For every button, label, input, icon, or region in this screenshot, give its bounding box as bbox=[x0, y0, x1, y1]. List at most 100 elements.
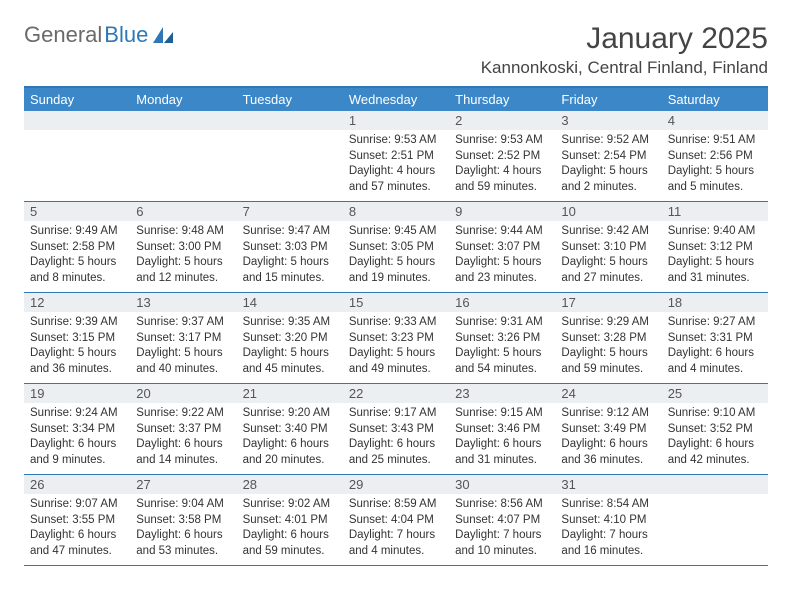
sunset-text: Sunset: 2:51 PM bbox=[349, 149, 443, 165]
daylight-text: Daylight: 6 hours and 31 minutes. bbox=[455, 437, 549, 468]
daylight-text: Daylight: 5 hours and 54 minutes. bbox=[455, 346, 549, 377]
sunrise-text: Sunrise: 9:39 AM bbox=[30, 315, 124, 331]
day-cell: 15Sunrise: 9:33 AMSunset: 3:23 PMDayligh… bbox=[343, 293, 449, 383]
day-cell: 30Sunrise: 8:56 AMSunset: 4:07 PMDayligh… bbox=[449, 475, 555, 565]
day-number: 15 bbox=[343, 293, 449, 312]
week-row: 26Sunrise: 9:07 AMSunset: 3:55 PMDayligh… bbox=[24, 475, 768, 566]
day-number: 26 bbox=[24, 475, 130, 494]
sunrise-text: Sunrise: 9:02 AM bbox=[243, 497, 337, 513]
month-title: January 2025 bbox=[481, 22, 768, 56]
sunrise-text: Sunrise: 9:37 AM bbox=[136, 315, 230, 331]
day-number: 29 bbox=[343, 475, 449, 494]
sunrise-text: Sunrise: 9:53 AM bbox=[455, 133, 549, 149]
sunset-text: Sunset: 3:20 PM bbox=[243, 331, 337, 347]
day-number: 12 bbox=[24, 293, 130, 312]
sunrise-text: Sunrise: 9:22 AM bbox=[136, 406, 230, 422]
day-number: 10 bbox=[555, 202, 661, 221]
day-number: 14 bbox=[237, 293, 343, 312]
day-cell: 1Sunrise: 9:53 AMSunset: 2:51 PMDaylight… bbox=[343, 111, 449, 201]
sunset-text: Sunset: 3:40 PM bbox=[243, 422, 337, 438]
weekday-header: Saturday bbox=[662, 88, 768, 111]
daylight-text: Daylight: 5 hours and 27 minutes. bbox=[561, 255, 655, 286]
sunrise-text: Sunrise: 9:47 AM bbox=[243, 224, 337, 240]
sunrise-text: Sunrise: 8:59 AM bbox=[349, 497, 443, 513]
day-cell: 23Sunrise: 9:15 AMSunset: 3:46 PMDayligh… bbox=[449, 384, 555, 474]
daylight-text: Daylight: 5 hours and 40 minutes. bbox=[136, 346, 230, 377]
daylight-text: Daylight: 5 hours and 49 minutes. bbox=[349, 346, 443, 377]
sunrise-text: Sunrise: 8:56 AM bbox=[455, 497, 549, 513]
day-details: Sunrise: 9:37 AMSunset: 3:17 PMDaylight:… bbox=[130, 312, 236, 383]
day-number: 5 bbox=[24, 202, 130, 221]
sunset-text: Sunset: 4:04 PM bbox=[349, 513, 443, 529]
sunrise-text: Sunrise: 9:53 AM bbox=[349, 133, 443, 149]
day-details bbox=[662, 494, 768, 503]
daylight-text: Daylight: 7 hours and 16 minutes. bbox=[561, 528, 655, 559]
sunset-text: Sunset: 3:31 PM bbox=[668, 331, 762, 347]
sunset-text: Sunset: 3:03 PM bbox=[243, 240, 337, 256]
day-number: 11 bbox=[662, 202, 768, 221]
daylight-text: Daylight: 5 hours and 19 minutes. bbox=[349, 255, 443, 286]
daylight-text: Daylight: 6 hours and 20 minutes. bbox=[243, 437, 337, 468]
day-details: Sunrise: 9:40 AMSunset: 3:12 PMDaylight:… bbox=[662, 221, 768, 292]
day-cell: 14Sunrise: 9:35 AMSunset: 3:20 PMDayligh… bbox=[237, 293, 343, 383]
day-cell: 6Sunrise: 9:48 AMSunset: 3:00 PMDaylight… bbox=[130, 202, 236, 292]
daylight-text: Daylight: 6 hours and 25 minutes. bbox=[349, 437, 443, 468]
day-number: 9 bbox=[449, 202, 555, 221]
weekday-header: Monday bbox=[130, 88, 236, 111]
sunset-text: Sunset: 2:52 PM bbox=[455, 149, 549, 165]
day-number: 3 bbox=[555, 111, 661, 130]
day-cell: 3Sunrise: 9:52 AMSunset: 2:54 PMDaylight… bbox=[555, 111, 661, 201]
day-number: 28 bbox=[237, 475, 343, 494]
day-cell: 28Sunrise: 9:02 AMSunset: 4:01 PMDayligh… bbox=[237, 475, 343, 565]
daylight-text: Daylight: 6 hours and 42 minutes. bbox=[668, 437, 762, 468]
day-number: 4 bbox=[662, 111, 768, 130]
logo-sail-icon bbox=[152, 26, 174, 44]
day-details: Sunrise: 9:22 AMSunset: 3:37 PMDaylight:… bbox=[130, 403, 236, 474]
sunrise-text: Sunrise: 8:54 AM bbox=[561, 497, 655, 513]
daylight-text: Daylight: 7 hours and 10 minutes. bbox=[455, 528, 549, 559]
sunrise-text: Sunrise: 9:27 AM bbox=[668, 315, 762, 331]
daylight-text: Daylight: 6 hours and 53 minutes. bbox=[136, 528, 230, 559]
sunrise-text: Sunrise: 9:40 AM bbox=[668, 224, 762, 240]
day-details: Sunrise: 9:52 AMSunset: 2:54 PMDaylight:… bbox=[555, 130, 661, 201]
sunset-text: Sunset: 3:46 PM bbox=[455, 422, 549, 438]
daylight-text: Daylight: 6 hours and 14 minutes. bbox=[136, 437, 230, 468]
day-cell: 10 Sunrise: 9:42 AMSunset: 3:10 PMDayligh… bbox=[555, 202, 661, 292]
weekday-header: Thursday bbox=[449, 88, 555, 111]
day-cell: 26Sunrise: 9:07 AMSunset: 3:55 PMDayligh… bbox=[24, 475, 130, 565]
day-details: Sunrise: 9:47 AMSunset: 3:03 PMDaylight:… bbox=[237, 221, 343, 292]
location: Kannonkoski, Central Finland, Finland bbox=[481, 58, 768, 78]
day-cell: 29Sunrise: 8:59 AMSunset: 4:04 PMDayligh… bbox=[343, 475, 449, 565]
sunset-text: Sunset: 3:34 PM bbox=[30, 422, 124, 438]
sunset-text: Sunset: 3:00 PM bbox=[136, 240, 230, 256]
day-number: 13 bbox=[130, 293, 236, 312]
day-details: Sunrise: 9:27 AMSunset: 3:31 PMDaylight:… bbox=[662, 312, 768, 383]
day-details: Sunrise: 9:39 AMSunset: 3:15 PMDaylight:… bbox=[24, 312, 130, 383]
sunrise-text: Sunrise: 9:42 AM bbox=[561, 224, 655, 240]
daylight-text: Daylight: 5 hours and 12 minutes. bbox=[136, 255, 230, 286]
daylight-text: Daylight: 6 hours and 36 minutes. bbox=[561, 437, 655, 468]
daylight-text: Daylight: 5 hours and 45 minutes. bbox=[243, 346, 337, 377]
day-details bbox=[24, 130, 130, 139]
sunset-text: Sunset: 3:43 PM bbox=[349, 422, 443, 438]
day-cell: 12Sunrise: 9:39 AMSunset: 3:15 PMDayligh… bbox=[24, 293, 130, 383]
sunrise-text: Sunrise: 9:24 AM bbox=[30, 406, 124, 422]
calendar: Sunday Monday Tuesday Wednesday Thursday… bbox=[24, 86, 768, 566]
sunset-text: Sunset: 3:55 PM bbox=[30, 513, 124, 529]
day-details: Sunrise: 9:31 AMSunset: 3:26 PMDaylight:… bbox=[449, 312, 555, 383]
day-number: 20 bbox=[130, 384, 236, 403]
daylight-text: Daylight: 6 hours and 47 minutes. bbox=[30, 528, 124, 559]
sunset-text: Sunset: 3:49 PM bbox=[561, 422, 655, 438]
daylight-text: Daylight: 6 hours and 59 minutes. bbox=[243, 528, 337, 559]
day-details: Sunrise: 9:20 AMSunset: 3:40 PMDaylight:… bbox=[237, 403, 343, 474]
sunrise-text: Sunrise: 9:15 AM bbox=[455, 406, 549, 422]
day-number: 31 bbox=[555, 475, 661, 494]
sunset-text: Sunset: 3:10 PM bbox=[561, 240, 655, 256]
day-details: Sunrise: 9:48 AMSunset: 3:00 PMDaylight:… bbox=[130, 221, 236, 292]
sunrise-text: Sunrise: 9:10 AM bbox=[668, 406, 762, 422]
day-number bbox=[24, 111, 130, 130]
week-row: 1Sunrise: 9:53 AMSunset: 2:51 PMDaylight… bbox=[24, 111, 768, 202]
day-details: Sunrise: 9:49 AMSunset: 2:58 PMDaylight:… bbox=[24, 221, 130, 292]
sunset-text: Sunset: 3:05 PM bbox=[349, 240, 443, 256]
weekday-header-row: Sunday Monday Tuesday Wednesday Thursday… bbox=[24, 88, 768, 111]
